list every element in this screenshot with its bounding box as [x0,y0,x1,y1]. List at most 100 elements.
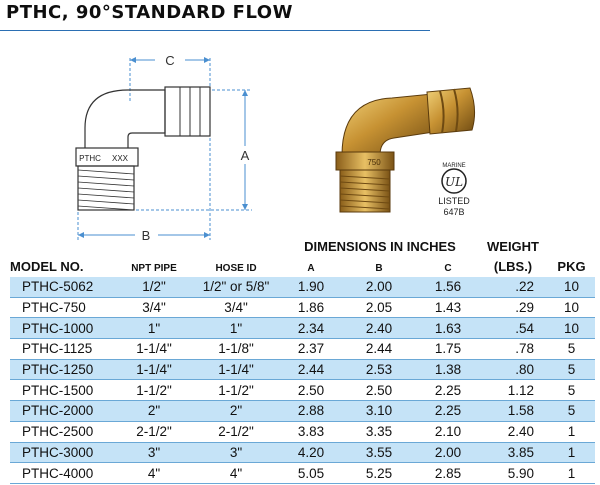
cell-model: PTHC-3000 [10,442,118,464]
cell-model: PTHC-1250 [10,359,118,381]
cell-b: 3.35 [340,421,418,443]
cell-a: 5.05 [282,462,340,484]
cell-a: 1.90 [282,277,340,298]
cell-b: 2.00 [340,277,418,298]
dimension-label-a: A [241,148,250,163]
cell-a: 1.86 [282,297,340,319]
table-row: PTHC-1500 1-1/2" 1-1/2" 2.50 2.50 2.25 1.12 5 [10,379,595,402]
cell-weight: .78 [478,338,548,360]
cell-c: 2.25 [418,379,478,402]
cell-npt: 1/2" [118,277,190,298]
col-header-weight: (LBS.) [493,259,533,274]
cell-c: 2.00 [418,442,478,464]
cell-hose: 1" [190,317,282,340]
table-row: PTHC-3000 3" 3" 4.20 3.55 2.00 3.85 1 [10,442,595,464]
cell-npt: 4" [118,462,190,484]
cell-c: 1.38 [418,359,478,381]
cell-c: 2.25 [418,400,478,422]
table-row: PTHC-1125 1-1/4" 1-1/8" 2.37 2.44 1.75.78 5 [10,338,595,360]
table-row: PTHC-1000 1" 1" 2.34 2.40 1.63.54 10 [10,317,595,340]
col-header-c: C [444,263,452,274]
dimensions-group-header: DIMENSIONS IN INCHES [304,239,456,254]
cell-pkg: 5 [548,359,595,381]
cell-npt: 3/4" [118,297,190,319]
ul-listing-number: 647B [443,207,465,217]
cell-pkg: 10 [548,277,595,298]
specifications-table: DIMENSIONS IN INCHES WEIGHT MODEL NO. NP… [10,236,595,484]
dimension-label-c: C [165,53,174,68]
cell-a: 4.20 [282,442,340,464]
cell-c: 1.75 [418,338,478,360]
cell-hose: 3" [190,442,282,464]
cell-hose: 1/2" or 5/8" [190,277,282,298]
table-row: PTHC-1250 1-1/4" 1-1/4" 2.44 2.53 1.38.80 5 [10,359,595,381]
ul-listed-label: LISTED [438,196,470,206]
cell-c: 1.63 [418,317,478,340]
cell-pkg: 5 [548,400,595,422]
col-header-a: A [307,263,315,274]
cell-hose: 4" [190,462,282,484]
cell-npt: 1" [118,317,190,340]
cell-npt: 1-1/4" [118,338,190,360]
cell-c: 1.56 [418,277,478,298]
cell-model: PTHC-1500 [10,379,118,402]
title-underline [0,30,430,31]
cell-weight: 5.90 [478,462,548,484]
cell-b: 3.55 [340,442,418,464]
cell-hose: 2" [190,400,282,422]
cell-npt: 2" [118,400,190,422]
cell-c: 2.85 [418,462,478,484]
cell-model: PTHC-750 [10,297,118,319]
diagram-stamp-model: PTHC [79,154,101,163]
cell-npt: 3" [118,442,190,464]
ul-marine-logo: MARINE UL [441,163,467,194]
cell-pkg: 5 [548,379,595,402]
cell-model: PTHC-2000 [10,400,118,422]
col-header-npt: NPT PIPE [131,263,177,274]
cell-weight: 2.40 [478,421,548,443]
cell-b: 2.44 [340,338,418,360]
cell-a: 2.50 [282,379,340,402]
cell-pkg: 10 [548,297,595,319]
table-row: PTHC-4000 4" 4" 5.05 5.25 2.85 5.90 1 [10,462,595,484]
table-row: PTHC-5062 1/2" 1/2" or 5/8" 1.90 2.00 1.56.22… [10,277,595,298]
cell-weight: 1.58 [478,400,548,422]
ul-listing: LISTED 647B [434,196,474,218]
cell-weight: 1.12 [478,379,548,402]
cell-hose: 3/4" [190,297,282,319]
cell-npt: 2-1/2" [118,421,190,443]
photo-stamp: 750 [367,158,381,167]
cell-a: 2.44 [282,359,340,381]
cell-hose: 1-1/2" [190,379,282,402]
cell-hose: 1-1/8" [190,338,282,360]
col-header-pkg: PKG [557,259,586,274]
cell-npt: 1-1/4" [118,359,190,381]
cell-c: 1.43 [418,297,478,319]
table-row: PTHC-2500 2-1/2" 2-1/2" 3.83 3.35 2.10 2.40 1 [10,421,595,443]
col-header-b: B [375,263,383,274]
cell-weight: .54 [478,317,548,340]
fitting-dimension-diagram: C PTHC XXX A B [75,53,252,243]
ul-marine-text: MARINE [442,163,465,169]
ul-logo-letters: UL [445,175,463,189]
cell-a: 2.88 [282,400,340,422]
weight-header-line1: WEIGHT [487,239,539,254]
cell-weight: 3.85 [478,442,548,464]
cell-a: 2.37 [282,338,340,360]
cell-weight: .22 [478,277,548,298]
cell-weight: .80 [478,359,548,381]
table-row: PTHC-2000 2" 2" 2.88 3.10 2.25 1.58 5 [10,400,595,422]
cell-b: 3.10 [340,400,418,422]
cell-b: 2.53 [340,359,418,381]
table-row: PTHC-750 3/4" 3/4" 1.86 2.05 1.43.29 10 [10,297,595,319]
cell-pkg: 1 [548,421,595,443]
cell-hose: 2-1/2" [190,421,282,443]
cell-model: PTHC-2500 [10,421,118,443]
cell-b: 2.40 [340,317,418,340]
cell-pkg: 1 [548,462,595,484]
col-header-hose: HOSE ID [215,263,257,274]
cell-npt: 1-1/2" [118,379,190,402]
page-title: PTHC, 90°STANDARD FLOW [6,2,293,23]
cell-a: 2.34 [282,317,340,340]
cell-pkg: 10 [548,317,595,340]
